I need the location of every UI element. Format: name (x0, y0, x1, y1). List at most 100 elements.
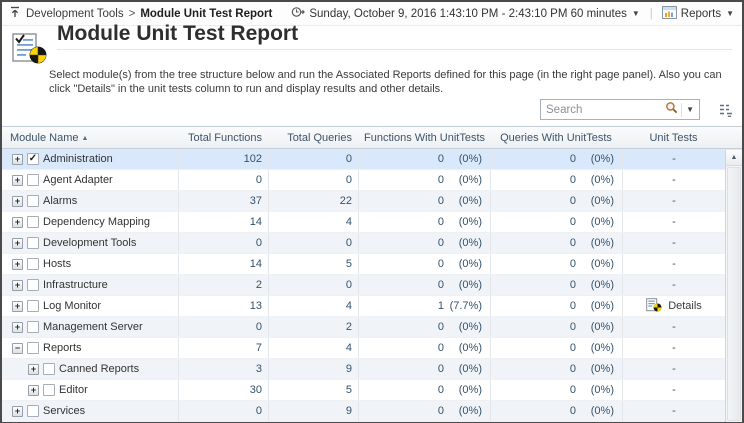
unit-tests-cell: - (622, 338, 725, 358)
table-row[interactable]: + Dependency Mapping 14 4 0 (0%) 0 (0%) … (2, 212, 742, 233)
functions-unittest-count: 0 (437, 237, 444, 249)
expand-toggle-icon[interactable]: + (12, 195, 23, 207)
module-checkbox[interactable] (27, 258, 39, 270)
table-row[interactable]: + Editor 30 5 0 (0%) 0 (0%) - (2, 380, 742, 401)
table-row[interactable]: + Log Monitor 13 4 1 (7.7%) 0 (0%) Detai… (2, 296, 742, 317)
column-header-module-name[interactable]: Module Name ▲ (2, 132, 178, 144)
module-checkbox[interactable] (27, 321, 39, 333)
time-range-label[interactable]: Sunday, October 9, 2016 1:43:10 PM - 2:4… (309, 7, 627, 20)
expand-toggle-icon[interactable]: + (12, 153, 23, 165)
unit-tests-cell: - (622, 212, 725, 232)
expand-toggle-icon[interactable]: + (12, 216, 23, 228)
search-icon[interactable] (665, 101, 678, 119)
table-toolbar: ▼ (2, 96, 742, 123)
column-header-total-queries[interactable]: Total Queries (287, 131, 352, 144)
up-level-icon[interactable] (9, 6, 21, 21)
page-header: Module Unit Test Report (2, 22, 742, 64)
search-options-dropdown-icon[interactable]: ▼ (686, 105, 694, 114)
module-checkbox[interactable] (27, 216, 39, 228)
expand-toggle-icon[interactable]: + (12, 279, 23, 291)
tree-indent (8, 390, 24, 391)
module-checkbox[interactable] (27, 342, 39, 354)
functions-with-unittests-cell: 0 (0%) (358, 359, 490, 379)
functions-with-unittests-cell: 0 (0%) (358, 170, 490, 190)
expand-toggle-icon[interactable]: + (28, 363, 39, 375)
expand-toggle-icon[interactable]: + (12, 258, 23, 270)
breadcrumb-current: Module Unit Test Report (140, 7, 273, 20)
total-queries-cell: 0 (268, 170, 358, 190)
table-row[interactable]: + Infrastructure 2 0 0 (0%) 0 (0%) - (2, 275, 742, 296)
module-checkbox[interactable] (27, 174, 39, 186)
module-checkbox[interactable] (27, 195, 39, 207)
functions-unittest-count: 0 (437, 342, 444, 354)
total-queries-cell: 2 (268, 317, 358, 337)
column-header-queries-with-unittests[interactable]: Queries With UnitTests (500, 131, 612, 144)
expand-toggle-icon[interactable]: + (12, 405, 23, 417)
module-checkbox[interactable] (27, 279, 39, 291)
table-row[interactable]: + Hosts 14 5 0 (0%) 0 (0%) - (2, 254, 742, 275)
expand-toggle-icon[interactable]: + (28, 384, 39, 396)
queries-unittest-percent: (0%) (590, 153, 614, 165)
table-row[interactable]: − Reports 7 4 0 (0%) 0 (0%) - (2, 338, 742, 359)
topbar-actions: Sunday, October 9, 2016 1:43:10 PM - 2:4… (291, 5, 735, 22)
functions-unittest-percent: (0%) (458, 363, 482, 375)
reports-menu-label[interactable]: Reports (680, 7, 722, 20)
vertical-scrollbar[interactable]: ▲ (725, 150, 742, 422)
module-name-label: Canned Reports (59, 363, 140, 375)
module-checkbox[interactable] (27, 300, 39, 312)
queries-with-unittests-cell: 0 (0%) (490, 233, 622, 253)
module-name-cell: + Infrastructure (2, 275, 178, 295)
table-row[interactable]: + Management Server 0 2 0 (0%) 0 (0%) - (2, 317, 742, 338)
search-box[interactable]: ▼ (540, 99, 700, 120)
expand-toggle-icon[interactable]: + (12, 321, 23, 333)
total-functions-cell: 30 (178, 380, 268, 400)
column-header-functions-with-unittests[interactable]: Functions With UnitTests (364, 131, 486, 144)
table-row[interactable]: + Canned Reports 3 9 0 (0%) 0 (0%) - (2, 359, 742, 380)
column-chooser-icon[interactable] (717, 102, 735, 118)
module-checkbox[interactable] (43, 363, 55, 375)
sort-ascending-icon: ▲ (81, 134, 89, 142)
table-row[interactable]: + Agent Adapter 0 0 0 (0%) 0 (0%) - (2, 170, 742, 191)
queries-unittest-count: 0 (569, 216, 576, 228)
scroll-up-icon[interactable]: ▲ (726, 150, 742, 166)
functions-unittest-percent: (0%) (458, 216, 482, 228)
details-link[interactable]: Details (646, 297, 702, 315)
run-details-icon[interactable] (646, 297, 662, 315)
expand-toggle-icon[interactable]: + (12, 237, 23, 249)
module-checkbox[interactable] (27, 405, 39, 417)
column-header-unit-tests[interactable]: Unit Tests (649, 131, 698, 144)
table-row[interactable]: + Alarms 37 22 0 (0%) 0 (0%) - (2, 191, 742, 212)
column-header-total-functions[interactable]: Total Functions (188, 131, 262, 144)
unit-tests-cell: - (622, 170, 725, 190)
unit-tests-cell: - (622, 401, 725, 421)
module-name-label: Alarms (43, 195, 78, 207)
queries-unittest-percent: (0%) (590, 363, 614, 375)
module-checkbox[interactable] (27, 237, 39, 249)
reports-dropdown-icon[interactable]: ▼ (726, 9, 734, 18)
table-row[interactable]: + Development Tools 0 0 0 (0%) 0 (0%) - (2, 233, 742, 254)
total-queries-cell: 0 (268, 275, 358, 295)
module-checkbox[interactable]: ✓ (27, 153, 39, 165)
search-input[interactable] (541, 103, 666, 116)
total-functions-cell: 0 (178, 170, 268, 190)
functions-unittest-count: 0 (437, 216, 444, 228)
table-row[interactable]: + Services 0 9 0 (0%) 0 (0%) - (2, 401, 742, 422)
breadcrumb-parent[interactable]: Development Tools (26, 7, 124, 20)
functions-with-unittests-cell: 0 (0%) (358, 191, 490, 211)
breadcrumb-separator: > (128, 7, 136, 20)
unit-tests-cell: - (622, 380, 725, 400)
queries-with-unittests-cell: 0 (0%) (490, 359, 622, 379)
expand-toggle-icon[interactable]: + (12, 174, 23, 186)
module-name-cell: + Hosts (2, 254, 178, 274)
time-range-dropdown-icon[interactable]: ▼ (631, 9, 640, 18)
expand-toggle-icon[interactable]: + (12, 300, 23, 312)
details-label[interactable]: Details (668, 300, 702, 312)
queries-unittest-count: 0 (569, 300, 576, 312)
scrollbar-thumb[interactable] (727, 167, 741, 421)
table-row[interactable]: + ✓ Administration 102 0 0 (0%) 0 (0%) - (2, 149, 742, 170)
functions-unittest-percent: (0%) (458, 405, 482, 417)
module-checkbox[interactable] (43, 384, 55, 396)
expand-toggle-icon[interactable]: − (12, 342, 23, 354)
functions-with-unittests-cell: 0 (0%) (358, 233, 490, 253)
